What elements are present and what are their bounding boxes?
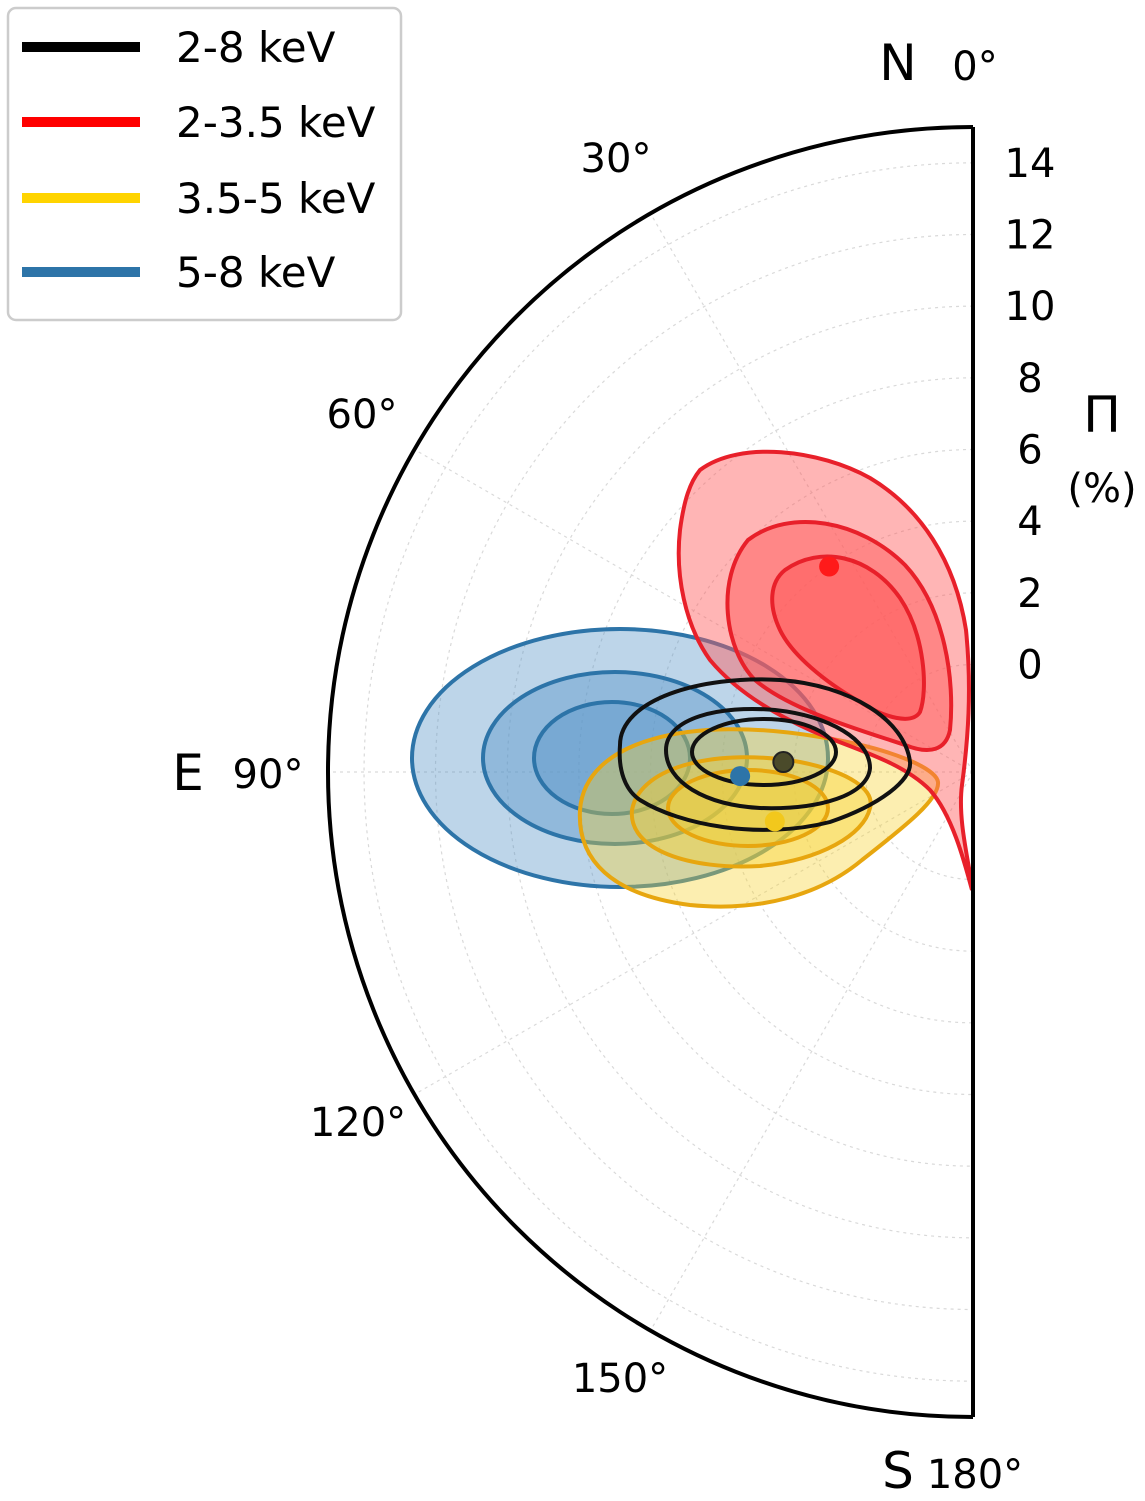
north-label: N [879,34,916,92]
radial-axis-label-symbol: Π [1083,386,1121,444]
radial-ticks: 0 2 4 6 8 10 12 14 [1005,141,1056,689]
legend-label-5-8kev: 5-8 keV [176,248,336,297]
legend-entry-2-8kev: 2-8 keV [22,23,336,72]
legend-label-3.5-5kev: 3.5-5 keV [176,174,376,223]
angle-label-150: 150° [572,1356,668,1402]
contours-layer [410,449,974,909]
best-fit-point [772,751,795,774]
radial-tick-label: 12 [1005,213,1056,259]
contour-2-8kev-mid [663,707,873,811]
contour-3.5-5kev-outer [577,727,940,909]
outer-arc [326,125,974,1419]
radial-tick-label: 8 [1017,356,1042,402]
radial-axis-label-unit: (%) [1067,466,1136,512]
legend-box [6,6,403,322]
grid-spoke [414,771,974,1096]
polar-frame [326,125,975,1419]
radial-tick-label: 14 [1005,141,1056,187]
angle-label-60: 60° [327,392,398,438]
grid-circle [434,233,974,1311]
north-angle-label: 0° [952,44,997,90]
south-angle-label: 180° [927,1452,1023,1498]
radial-tick-label: 4 [1017,499,1042,545]
legend-entry-5-8kev: 5-8 keV [22,248,336,297]
contour-2-8kev-inner [690,717,838,787]
legend-label-2-8kev: 2-8 keV [176,23,336,72]
best-fit-point [730,766,751,787]
grid-circle [722,520,974,1024]
best-fit-point [764,811,785,832]
radial-tick-label: 0 [1017,643,1042,689]
south-label: S [882,1442,914,1500]
legend-entry-2-3.5kev: 2-3.5 keV [22,98,376,147]
best-fit-point [819,556,840,577]
angle-label-120: 120° [310,1100,406,1146]
east-label: E [172,744,204,802]
legend-label-2-3.5kev: 2-3.5 keV [176,98,376,147]
radial-tick-label: 10 [1005,284,1056,330]
legend-entry-3.5-5kev: 3.5-5 keV [22,174,376,223]
best-fit-points [730,556,840,832]
angle-label-30: 30° [581,136,652,182]
radial-tick-label: 6 [1017,428,1042,474]
contour-2-3.5kev-inner [770,554,926,721]
east-angle-label: 90° [233,752,304,798]
grid-spoke [649,771,974,1331]
contour-2-3.5kev [676,449,974,891]
radial-tick-label: 2 [1017,571,1042,617]
contour-3.5-5kev [577,727,940,909]
legend: 2-8 keV 2-3.5 keV 3.5-5 keV 5-8 keV [6,6,403,322]
contour-2-8kev [617,677,913,832]
contour-2-8kev-outer [617,677,913,832]
